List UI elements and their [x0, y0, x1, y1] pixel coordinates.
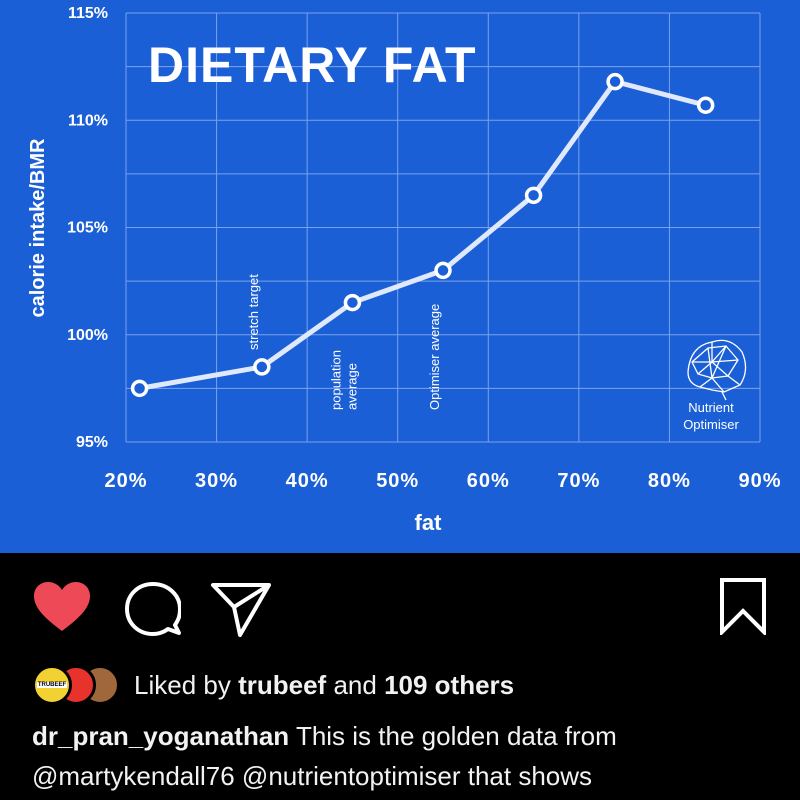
y-tick-label: 110%: [68, 112, 108, 129]
annotation-label: stretch target: [246, 274, 261, 350]
post-image[interactable]: DIETARY FAT 95% 100% 105% 110% 115% 20% 30% 40…: [0, 0, 800, 553]
data-point: [696, 96, 715, 114]
y-axis-label: calorie intake/BMR: [27, 138, 49, 318]
annotations: stretch target population average Optimiser…: [246, 274, 442, 410]
bookmark-icon[interactable]: [718, 577, 768, 635]
x-tick-label: 80%: [648, 470, 691, 492]
likes-prefix: Liked by: [134, 669, 231, 700]
liked-by-user[interactable]: trubeef: [238, 669, 327, 700]
y-tick-labels: 95% 100% 105% 110% 115%: [67, 5, 108, 451]
x-tick-label: 60%: [467, 470, 510, 492]
nutrient-optimiser-logo: Nutrient Optimiser: [683, 339, 747, 432]
heart-icon[interactable]: [33, 581, 91, 633]
y-tick-label: 95%: [76, 434, 108, 451]
likes-row[interactable]: TRUBEEF Liked by trubeef and 109 others: [32, 662, 514, 708]
x-tick-label: 70%: [557, 470, 600, 492]
chart-title: DIETARY FAT: [148, 37, 477, 93]
data-point: [434, 261, 452, 280]
data-point: [130, 379, 149, 398]
share-icon[interactable]: [210, 581, 272, 639]
caption-text-1: This is the golden data from: [295, 721, 617, 751]
annotation-label: population: [328, 350, 343, 410]
avatar-trubeef-text: TRUBEEF: [36, 682, 68, 688]
x-tick-label: 40%: [286, 470, 329, 492]
dietary-fat-chart: DIETARY FAT 95% 100% 105% 110% 115% 20% 30% 40…: [27, 5, 781, 535]
chart-grid: [125, 12, 761, 443]
likes-joiner: and: [333, 669, 377, 700]
action-bar: [0, 553, 800, 663]
annotation-label: Optimiser average: [427, 304, 442, 410]
brain-icon: [687, 339, 747, 401]
x-tick-labels: 20% 30% 40% 50% 60% 70% 80% 90%: [104, 470, 781, 492]
data-point: [606, 72, 624, 91]
y-tick-label: 100%: [67, 327, 108, 344]
data-point: [524, 186, 543, 205]
annotation-label: average: [344, 363, 359, 410]
y-tick-label: 115%: [68, 5, 108, 22]
y-tick-label: 105%: [67, 220, 108, 237]
x-tick-label: 20%: [104, 470, 147, 492]
likes-count[interactable]: 109 others: [384, 669, 515, 700]
logo-text: Nutrient: [688, 400, 734, 415]
caption-username[interactable]: dr_pran_yoganathan: [32, 721, 290, 751]
data-point: [253, 358, 271, 376]
x-tick-label: 50%: [376, 470, 419, 492]
x-tick-label: 90%: [738, 470, 781, 492]
x-axis-label: fat: [415, 510, 443, 535]
logo-text: Optimiser: [683, 417, 739, 432]
likes-text: Liked by trubeef and 109 others: [134, 670, 514, 701]
series-line: [139, 79, 707, 391]
caption-text-2: @martykendall76 @nutrientoptimiser that …: [32, 761, 593, 791]
data-point: [343, 293, 362, 312]
series-fat-line: [130, 72, 715, 398]
caption: dr_pran_yoganathan This is the golden da…: [32, 716, 792, 796]
avatar-trubeef[interactable]: TRUBEEF: [32, 665, 72, 705]
comment-icon[interactable]: [125, 581, 181, 637]
x-tick-label: 30%: [195, 470, 238, 492]
